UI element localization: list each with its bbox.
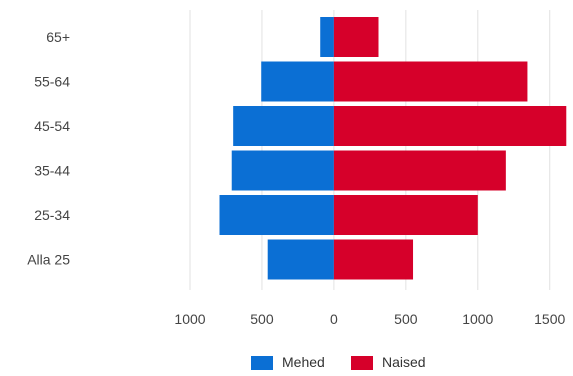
bar-mehed-55-64 (261, 61, 334, 102)
bar-mehed-25-34 (219, 195, 334, 235)
y-axis-categories: 65+ 55-64 45-54 35-44 25-34 Alla 25 (27, 29, 70, 268)
bar-mehed-45-54 (233, 106, 334, 146)
category-label: 45-54 (34, 118, 70, 134)
x-axis-ticks: 1000 500 0 500 1000 1500 (174, 311, 565, 327)
bar-naised-65- (333, 17, 379, 57)
bar-mehed-65- (320, 17, 334, 57)
x-tick-label: 500 (250, 311, 274, 327)
x-tick-label: 1000 (462, 311, 493, 327)
category-label: 35-44 (34, 163, 70, 179)
x-tick-label: 1500 (534, 311, 565, 327)
x-tick-label: 500 (394, 311, 418, 327)
bar-mehed-35-44 (231, 150, 334, 191)
bar-naised-25-34 (333, 195, 478, 235)
category-label: 25-34 (34, 207, 70, 223)
category-label: 55-64 (34, 74, 70, 90)
bar-naised-45-54 (333, 106, 567, 146)
bar-naised-alla-25 (333, 239, 414, 280)
bars (219, 17, 567, 280)
category-label: Alla 25 (27, 252, 70, 268)
legend-swatch-naised (351, 356, 373, 370)
legend-label-mehed: Mehed (282, 354, 325, 370)
bar-naised-35-44 (333, 150, 506, 191)
category-label: 65+ (46, 29, 70, 45)
bar-naised-55-64 (333, 61, 528, 102)
legend-swatch-mehed (251, 356, 273, 370)
x-tick-label: 1000 (174, 311, 205, 327)
legend-label-naised: Naised (382, 354, 426, 370)
legend: Mehed Naised (251, 354, 426, 370)
bar-mehed-alla-25 (267, 239, 334, 280)
x-tick-label: 0 (330, 311, 338, 327)
